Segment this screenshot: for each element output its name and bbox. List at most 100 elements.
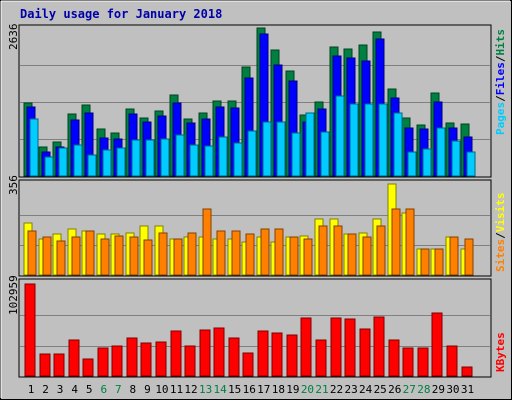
legend-mid: Sites/Visits xyxy=(494,193,507,273)
bar-kbytes-day-31 xyxy=(461,366,473,377)
bar-pages-day-10 xyxy=(160,138,170,177)
bar-sites-day-9 xyxy=(143,239,153,276)
bar-kbytes-day-12 xyxy=(184,345,196,377)
bar-kbytes-day-10 xyxy=(155,341,167,377)
legend-sep: / xyxy=(494,95,507,102)
bar-pages-day-7 xyxy=(116,147,126,177)
legend-sep: / xyxy=(494,232,507,239)
x-tick-label: 20 xyxy=(301,383,314,396)
x-tick-label: 16 xyxy=(243,383,256,396)
x-tick-label: 3 xyxy=(57,383,64,396)
bar-sites-day-26 xyxy=(391,208,401,276)
bar-pages-day-8 xyxy=(131,139,141,177)
bar-pages-day-9 xyxy=(145,139,155,177)
bar-sites-day-23 xyxy=(347,233,357,276)
bar-kbytes-day-27 xyxy=(402,347,414,377)
bar-pages-day-18 xyxy=(276,121,286,177)
bar-sites-day-17 xyxy=(260,228,270,276)
bar-kbytes-day-9 xyxy=(140,342,152,377)
bar-pages-day-15 xyxy=(233,142,243,177)
bar-kbytes-day-17 xyxy=(257,330,269,377)
bar-sites-day-30 xyxy=(449,236,459,276)
x-tick-label: 29 xyxy=(432,383,445,396)
bar-kbytes-day-2 xyxy=(39,353,51,377)
bar-pages-day-22 xyxy=(335,95,345,177)
bar-pages-day-5 xyxy=(87,154,97,177)
bar-kbytes-day-23 xyxy=(344,318,356,377)
bar-kbytes-day-8 xyxy=(126,337,138,377)
bar-pages-day-30 xyxy=(451,140,461,177)
bar-pages-day-13 xyxy=(204,145,214,177)
x-tick-label: 6 xyxy=(100,383,107,396)
x-tick-label: 27 xyxy=(403,383,416,396)
bar-sites-day-25 xyxy=(376,225,386,276)
x-tick-label: 5 xyxy=(86,383,93,396)
bar-sites-day-22 xyxy=(333,225,343,276)
x-tick-label: 31 xyxy=(461,383,474,396)
bar-kbytes-day-7 xyxy=(111,345,123,377)
bar-kbytes-day-19 xyxy=(286,334,298,377)
x-tick-label: 7 xyxy=(115,383,122,396)
bar-sites-day-14 xyxy=(216,230,226,276)
bar-sites-day-8 xyxy=(129,236,139,276)
x-tick-label: 25 xyxy=(374,383,387,396)
x-tick-label: 23 xyxy=(344,383,357,396)
bar-sites-day-21 xyxy=(318,225,328,276)
bar-pages-day-24 xyxy=(364,103,374,177)
bar-sites-day-24 xyxy=(362,236,372,276)
x-tick-label: 12 xyxy=(184,383,197,396)
bar-sites-day-15 xyxy=(231,230,241,276)
max-label-kbytes: 102959 xyxy=(7,275,20,315)
bar-kbytes-day-16 xyxy=(242,352,254,377)
bar-sites-day-4 xyxy=(71,236,81,276)
bar-kbytes-day-24 xyxy=(359,328,371,377)
legend-sites: Sites xyxy=(494,239,507,272)
bar-pages-day-28 xyxy=(422,148,432,177)
bar-pages-day-14 xyxy=(218,136,228,177)
x-tick-label: 17 xyxy=(257,383,270,396)
x-axis-day-labels: 1 2 3 4 5 6 7 8 9 10 11 12 13 14 15 16 17 18 19 20 21 22 23 24 2… xyxy=(28,383,474,396)
bar-kbytes-day-25 xyxy=(373,316,385,377)
x-tick-label: 14 xyxy=(214,383,228,396)
max-label-visits: 356 xyxy=(7,175,20,195)
bar-sites-day-20 xyxy=(303,238,313,276)
x-tick-label: 24 xyxy=(359,383,373,396)
x-tick-label: 26 xyxy=(388,383,401,396)
bar-pages-day-31 xyxy=(466,151,476,177)
bar-kbytes-day-1 xyxy=(24,283,36,377)
bar-sites-day-13 xyxy=(202,208,212,276)
x-tick-label: 2 xyxy=(42,383,49,396)
bar-pages-day-20 xyxy=(305,112,315,177)
x-tick-label: 1 xyxy=(28,383,35,396)
bar-kbytes-day-14 xyxy=(213,327,225,377)
bar-sites-day-6 xyxy=(100,238,110,276)
x-tick-label: 9 xyxy=(144,383,151,396)
x-tick-label: 10 xyxy=(155,383,168,396)
bar-pages-day-19 xyxy=(291,132,301,177)
legend-top: Pages/Files/Hits xyxy=(494,29,507,135)
bar-sites-day-27 xyxy=(405,208,415,276)
bar-pages-day-1 xyxy=(29,118,39,177)
bar-kbytes-day-3 xyxy=(53,353,65,377)
bar-pages-day-12 xyxy=(189,144,199,177)
bar-pages-day-26 xyxy=(393,112,403,177)
x-tick-label: 21 xyxy=(315,383,328,396)
legend-hits: Hits xyxy=(494,29,507,56)
bar-kbytes-day-30 xyxy=(446,345,458,377)
bar-kbytes-day-4 xyxy=(68,339,80,377)
bar-kbytes-day-13 xyxy=(199,329,211,377)
legend-bottom: KBytes xyxy=(494,332,507,372)
bar-kbytes-day-21 xyxy=(315,339,327,377)
bar-pages-day-23 xyxy=(349,103,359,177)
bar-sites-day-28 xyxy=(420,248,430,276)
bar-kbytes-day-11 xyxy=(170,330,182,377)
bar-pages-day-4 xyxy=(73,144,83,177)
bar-pages-day-17 xyxy=(262,121,272,177)
bar-kbytes-day-5 xyxy=(82,358,94,377)
bar-sites-day-1 xyxy=(27,230,37,276)
bar-sites-day-18 xyxy=(274,228,284,276)
bar-kbytes-day-29 xyxy=(431,312,443,377)
bar-kbytes-day-26 xyxy=(388,339,400,377)
